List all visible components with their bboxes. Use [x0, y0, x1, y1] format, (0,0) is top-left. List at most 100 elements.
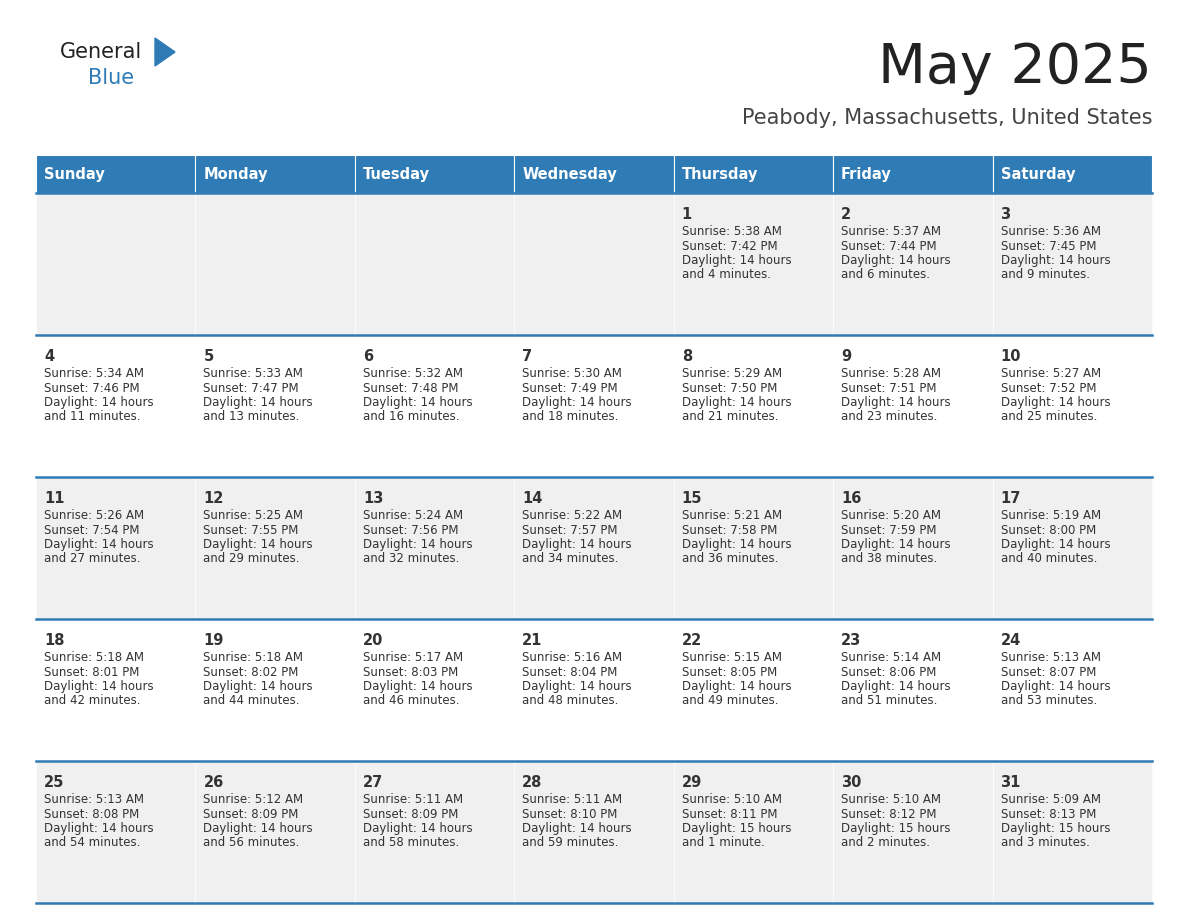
Text: Sunset: 7:42 PM: Sunset: 7:42 PM: [682, 240, 777, 252]
Text: Sunrise: 5:26 AM: Sunrise: 5:26 AM: [44, 509, 144, 522]
Text: and 23 minutes.: and 23 minutes.: [841, 410, 937, 423]
Bar: [833, 477, 992, 619]
Text: Daylight: 14 hours: Daylight: 14 hours: [682, 680, 791, 693]
Text: Daylight: 14 hours: Daylight: 14 hours: [523, 680, 632, 693]
Text: and 18 minutes.: and 18 minutes.: [523, 410, 619, 423]
Text: 21: 21: [523, 633, 543, 648]
Text: and 25 minutes.: and 25 minutes.: [1000, 410, 1097, 423]
Text: Sunrise: 5:32 AM: Sunrise: 5:32 AM: [362, 367, 463, 380]
Text: 11: 11: [44, 491, 64, 506]
Text: Daylight: 14 hours: Daylight: 14 hours: [203, 680, 312, 693]
Bar: [674, 193, 833, 335]
Text: Sunrise: 5:30 AM: Sunrise: 5:30 AM: [523, 367, 623, 380]
Bar: [992, 155, 1152, 193]
Bar: [674, 761, 833, 903]
Text: Daylight: 14 hours: Daylight: 14 hours: [1000, 396, 1110, 409]
Text: Sunrise: 5:25 AM: Sunrise: 5:25 AM: [203, 509, 303, 522]
Text: Sunset: 7:49 PM: Sunset: 7:49 PM: [523, 382, 618, 395]
Bar: [355, 335, 514, 477]
Text: 15: 15: [682, 491, 702, 506]
Bar: [36, 477, 196, 619]
Text: Tuesday: Tuesday: [362, 166, 430, 182]
Bar: [355, 761, 514, 903]
Text: Sunrise: 5:18 AM: Sunrise: 5:18 AM: [203, 651, 303, 664]
Bar: [674, 155, 833, 193]
Text: Sunset: 7:54 PM: Sunset: 7:54 PM: [44, 523, 139, 536]
Bar: [196, 477, 355, 619]
Text: Sunset: 8:08 PM: Sunset: 8:08 PM: [44, 808, 139, 821]
Text: and 58 minutes.: and 58 minutes.: [362, 836, 459, 849]
Text: Sunset: 7:56 PM: Sunset: 7:56 PM: [362, 523, 459, 536]
Text: Sunset: 7:45 PM: Sunset: 7:45 PM: [1000, 240, 1097, 252]
Text: and 42 minutes.: and 42 minutes.: [44, 695, 140, 708]
Bar: [992, 193, 1152, 335]
Text: Sunrise: 5:15 AM: Sunrise: 5:15 AM: [682, 651, 782, 664]
Text: Sunrise: 5:13 AM: Sunrise: 5:13 AM: [1000, 651, 1100, 664]
Text: Daylight: 14 hours: Daylight: 14 hours: [523, 396, 632, 409]
Text: Daylight: 14 hours: Daylight: 14 hours: [362, 822, 473, 835]
Text: Sunset: 8:12 PM: Sunset: 8:12 PM: [841, 808, 936, 821]
Text: Sunrise: 5:14 AM: Sunrise: 5:14 AM: [841, 651, 941, 664]
Text: Daylight: 14 hours: Daylight: 14 hours: [841, 680, 950, 693]
Text: Sunrise: 5:27 AM: Sunrise: 5:27 AM: [1000, 367, 1100, 380]
Text: Sunrise: 5:21 AM: Sunrise: 5:21 AM: [682, 509, 782, 522]
Text: 24: 24: [1000, 633, 1020, 648]
Bar: [355, 619, 514, 761]
Text: and 6 minutes.: and 6 minutes.: [841, 268, 930, 282]
Text: and 4 minutes.: and 4 minutes.: [682, 268, 771, 282]
Text: Sunrise: 5:22 AM: Sunrise: 5:22 AM: [523, 509, 623, 522]
Text: Wednesday: Wednesday: [523, 166, 617, 182]
Text: and 29 minutes.: and 29 minutes.: [203, 553, 299, 565]
Text: Sunrise: 5:11 AM: Sunrise: 5:11 AM: [523, 793, 623, 806]
Text: Sunrise: 5:11 AM: Sunrise: 5:11 AM: [362, 793, 463, 806]
Text: Daylight: 14 hours: Daylight: 14 hours: [1000, 254, 1110, 267]
Text: Daylight: 14 hours: Daylight: 14 hours: [841, 396, 950, 409]
Text: 29: 29: [682, 775, 702, 790]
Text: 8: 8: [682, 349, 691, 364]
Text: and 9 minutes.: and 9 minutes.: [1000, 268, 1089, 282]
Text: General: General: [61, 42, 143, 62]
Text: Daylight: 14 hours: Daylight: 14 hours: [841, 254, 950, 267]
Text: May 2025: May 2025: [878, 41, 1152, 95]
Text: and 49 minutes.: and 49 minutes.: [682, 695, 778, 708]
Bar: [992, 619, 1152, 761]
Text: Sunset: 7:59 PM: Sunset: 7:59 PM: [841, 523, 936, 536]
Bar: [514, 619, 674, 761]
Text: 3: 3: [1000, 207, 1011, 222]
Bar: [833, 761, 992, 903]
Bar: [992, 761, 1152, 903]
Text: Saturday: Saturday: [1000, 166, 1075, 182]
Text: and 13 minutes.: and 13 minutes.: [203, 410, 299, 423]
Text: Daylight: 14 hours: Daylight: 14 hours: [682, 538, 791, 551]
Bar: [36, 335, 196, 477]
Text: and 40 minutes.: and 40 minutes.: [1000, 553, 1097, 565]
Text: and 46 minutes.: and 46 minutes.: [362, 695, 460, 708]
Text: 30: 30: [841, 775, 861, 790]
Bar: [833, 193, 992, 335]
Text: and 32 minutes.: and 32 minutes.: [362, 553, 460, 565]
Text: Sunday: Sunday: [44, 166, 105, 182]
Text: Sunrise: 5:29 AM: Sunrise: 5:29 AM: [682, 367, 782, 380]
Text: Daylight: 14 hours: Daylight: 14 hours: [203, 538, 312, 551]
Text: Sunset: 8:01 PM: Sunset: 8:01 PM: [44, 666, 139, 678]
Text: Friday: Friday: [841, 166, 892, 182]
Text: Sunrise: 5:33 AM: Sunrise: 5:33 AM: [203, 367, 303, 380]
Text: Sunset: 8:09 PM: Sunset: 8:09 PM: [203, 808, 298, 821]
Text: and 59 minutes.: and 59 minutes.: [523, 836, 619, 849]
Text: Sunrise: 5:28 AM: Sunrise: 5:28 AM: [841, 367, 941, 380]
Text: 26: 26: [203, 775, 223, 790]
Bar: [514, 335, 674, 477]
Text: Blue: Blue: [88, 68, 134, 88]
Text: Daylight: 14 hours: Daylight: 14 hours: [523, 822, 632, 835]
Text: 13: 13: [362, 491, 384, 506]
Text: Daylight: 14 hours: Daylight: 14 hours: [203, 396, 312, 409]
Text: and 53 minutes.: and 53 minutes.: [1000, 695, 1097, 708]
Text: 20: 20: [362, 633, 384, 648]
Bar: [514, 155, 674, 193]
Text: and 1 minute.: and 1 minute.: [682, 836, 765, 849]
Text: Daylight: 14 hours: Daylight: 14 hours: [1000, 538, 1110, 551]
Bar: [36, 619, 196, 761]
Text: Sunrise: 5:20 AM: Sunrise: 5:20 AM: [841, 509, 941, 522]
Text: Sunset: 7:47 PM: Sunset: 7:47 PM: [203, 382, 299, 395]
Text: Sunrise: 5:37 AM: Sunrise: 5:37 AM: [841, 225, 941, 238]
